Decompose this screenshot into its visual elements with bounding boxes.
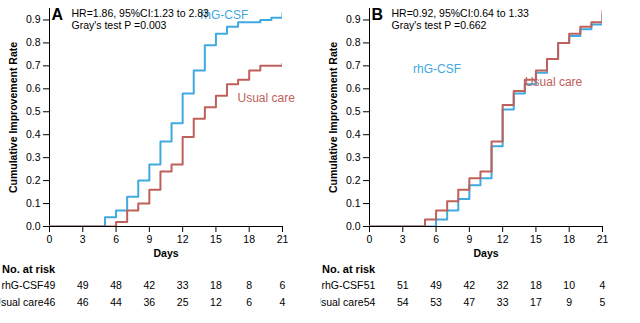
html-text:No. at risk: No. at risk [2,263,56,275]
svg-text:49: 49 [77,279,89,291]
svg-text:25: 25 [177,296,189,308]
svg-text:Usual care: Usual care [525,75,583,89]
svg-text:0.4: 0.4 [346,128,361,140]
svg-text:0.7: 0.7 [26,59,41,71]
svg-text:49: 49 [44,279,56,291]
svg-text:3: 3 [400,233,406,245]
svg-text:15: 15 [210,233,222,245]
svg-text:18: 18 [243,233,255,245]
svg-text:17: 17 [530,296,542,308]
svg-text:0.8: 0.8 [26,36,41,48]
svg-text:48: 48 [110,279,122,291]
svg-text:44: 44 [110,296,122,308]
svg-text:49: 49 [430,279,442,291]
svg-text:0.2: 0.2 [346,174,361,186]
svg-text:10: 10 [563,279,575,291]
svg-text:0.1: 0.1 [26,197,41,209]
svg-text:0.3: 0.3 [26,151,41,163]
svg-text:B: B [372,6,384,23]
svg-text:0.9: 0.9 [26,13,41,25]
svg-text:54: 54 [397,296,409,308]
svg-text:12: 12 [210,296,222,308]
svg-text:0.1: 0.1 [346,197,361,209]
svg-text:HR=1.86, 95%CI:1.23 to 2.83Gra: HR=1.86, 95%CI:1.23 to 2.83Gray's test P… [72,7,210,31]
svg-text:46: 46 [44,296,56,308]
svg-text:33: 33 [497,296,509,308]
svg-text:47: 47 [464,296,476,308]
svg-text:Usual care: Usual care [320,296,364,308]
svg-text:4: 4 [600,279,606,291]
svg-text:15: 15 [530,233,542,245]
svg-text:21: 21 [597,233,609,245]
svg-text:A: A [52,6,64,23]
svg-text:0.5: 0.5 [26,105,41,117]
svg-text:18: 18 [563,233,575,245]
svg-text:6: 6 [113,233,119,245]
svg-text:51: 51 [397,279,409,291]
svg-text:8: 8 [246,279,252,291]
svg-text:12: 12 [497,233,509,245]
svg-text:5: 5 [600,296,606,308]
svg-text:0.0: 0.0 [26,220,41,232]
svg-text:0.0: 0.0 [346,220,361,232]
svg-text:0.2: 0.2 [26,174,41,186]
svg-text:rhG-CSF: rhG-CSF [2,279,44,291]
svg-text:32: 32 [497,279,509,291]
svg-text:Days: Days [473,247,498,259]
svg-text:12: 12 [177,233,189,245]
svg-text:HR=0.92, 95%CI:0.64 to 1.33Gra: HR=0.92, 95%CI:0.64 to 1.33Gray's test P… [392,7,530,31]
svg-text:42: 42 [144,279,156,291]
svg-text:rhG-CSF: rhG-CSF [200,7,249,22]
svg-text:Days: Days [153,247,178,259]
svg-text:9: 9 [566,296,572,308]
svg-text:18: 18 [530,279,542,291]
svg-text:0.6: 0.6 [26,82,41,94]
svg-text:9: 9 [466,233,472,245]
svg-text:0.7: 0.7 [346,59,361,71]
svg-text:4: 4 [280,296,286,308]
svg-text:Usual care: Usual care [238,91,296,105]
svg-text:6: 6 [280,279,286,291]
svg-text:9: 9 [146,233,152,245]
svg-text:3: 3 [80,233,86,245]
svg-text:21: 21 [277,233,289,245]
svg-text:46: 46 [77,296,89,308]
svg-text:0.4: 0.4 [26,128,41,140]
svg-text:42: 42 [464,279,476,291]
svg-text:rhG-CSF: rhG-CSF [413,62,461,76]
svg-text:0.6: 0.6 [346,82,361,94]
svg-text:51: 51 [364,279,376,291]
svg-text:0: 0 [367,233,373,245]
svg-text:18: 18 [210,279,222,291]
svg-text:0: 0 [47,233,53,245]
svg-text:0.9: 0.9 [346,13,361,25]
svg-text:33: 33 [177,279,189,291]
svg-text:0.8: 0.8 [346,36,361,48]
svg-text:0.5: 0.5 [346,105,361,117]
svg-text:53: 53 [430,296,442,308]
svg-text:54: 54 [364,296,376,308]
svg-text:Cumulative Improvement Rate: Cumulative Improvement Rate [7,42,19,193]
svg-text:rhG-CSF: rhG-CSF [322,279,364,291]
svg-text:Usual care: Usual care [0,296,44,308]
html-text:No. at risk: No. at risk [322,263,376,275]
svg-text:6: 6 [433,233,439,245]
svg-text:Cumulative Improvement Rate: Cumulative Improvement Rate [327,42,339,193]
svg-text:6: 6 [246,296,252,308]
svg-text:36: 36 [144,296,156,308]
svg-text:0.3: 0.3 [346,151,361,163]
